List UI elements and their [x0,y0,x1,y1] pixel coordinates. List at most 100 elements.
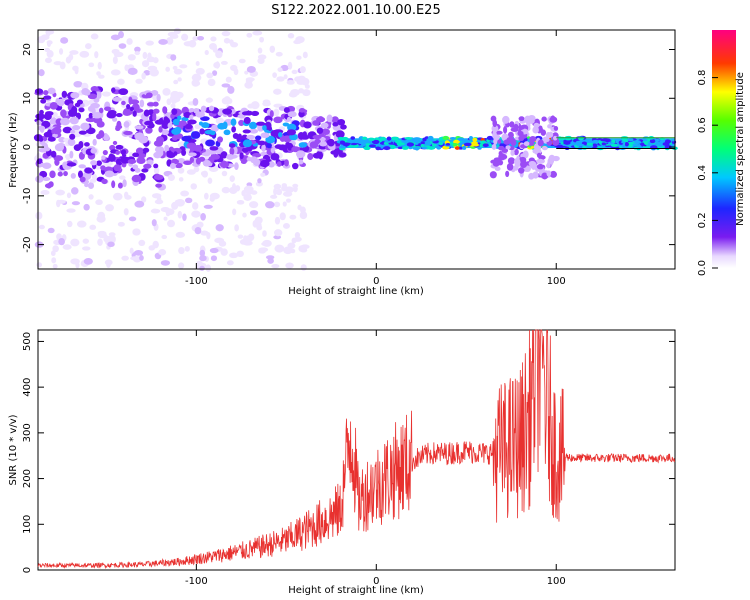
spectrogram-cell [479,140,487,145]
spectrogram-cell [117,78,125,85]
spectrogram-cell [128,216,137,222]
spectrogram-cell [108,232,116,237]
spectrogram-cell [88,194,94,200]
spectrogram-cell [85,43,92,50]
spectrogram-cell [55,189,66,196]
spectrogram-cell [127,54,136,61]
spectrogram-cell [270,129,279,138]
spectrogram-cell [129,106,135,112]
spectrogram-cell [238,58,246,64]
spectrogram-cell [624,142,629,147]
spectrogram-cell [518,125,525,130]
spectrogram-cell [246,32,253,38]
spectrogram-cell [438,141,444,146]
spectrogram-cell [231,126,237,133]
spectrogram-cell [194,226,202,235]
spectrogram-cell [363,146,371,151]
spectrogram-cell [66,162,77,167]
spectrogram-cell [129,99,140,105]
spectrogram-cell [229,147,235,156]
spectrogram-cell [177,210,183,219]
spectrogram-cell [112,140,118,146]
spectrogram-cell [199,128,205,135]
spectrogram-cell [208,105,215,112]
spectrogram-cell [141,60,150,68]
spectrogram-cell [47,227,55,234]
spectrogram-cell [249,210,259,216]
spectrogram-cell [186,169,196,175]
spectrogram-cell [143,163,152,169]
spectrogram-cell [422,137,427,142]
spectrogram-cell [319,137,326,142]
spectrogram-cell [60,37,69,44]
spectrogram-cell [58,48,64,55]
spectrogram-cell [209,247,219,254]
spectrogram-cell [445,143,451,146]
spectrogram-cell [115,113,123,118]
spectrogram-cell [39,109,44,115]
spectrogram-cell [230,118,237,127]
spectrogram-cell [79,50,90,58]
snr-frame [37,329,676,571]
spectrogram-cell [111,180,116,189]
spectrogram-cell [139,99,145,108]
spectrogram-cell [287,33,295,39]
spectrogram-cell [297,204,302,211]
spectrogram-cell [408,146,413,150]
spectrogram-x-label: Height of straight line (km) [288,286,424,297]
spectrogram-cell [203,192,209,200]
spectrogram-cell [69,50,79,55]
spectrogram-cell [246,182,253,187]
spectrogram-cell [287,61,293,70]
spectrogram-cell [272,72,277,78]
spectrogram-cell [316,127,324,134]
spectrogram-cell [153,151,162,159]
spectrogram-cell [144,120,154,126]
snr-y-tick-label: 500 [22,332,33,351]
snr-y-tick-label: 300 [22,423,33,442]
spectrogram-cell [167,122,173,129]
spectrogram-y-ticks: -20 -10 0 10 20 [22,43,675,253]
spectrogram-cell [332,121,339,127]
spectrogram-cell [78,107,85,113]
spectrogram-cell [109,144,116,151]
spectrogram-cell [226,260,234,266]
spectrogram-cell [644,140,649,146]
snr-y-tick-label: 400 [22,378,33,397]
spectrogram-cell [492,160,500,167]
spectrogram-frame [37,29,676,270]
spectrogram-cell [576,143,585,147]
spectrogram-cell [226,153,235,160]
spectrogram-cell [592,139,600,144]
spectrogram-cell [189,156,195,164]
spectrogram-cell [156,136,165,144]
spectrogram-cell [191,210,201,218]
spectrogram-cell [498,150,503,157]
spectrogram-cell [95,199,103,206]
spectrogram-cell [171,108,178,116]
spectrogram-cell [200,116,210,122]
spectrogram-cell [83,203,90,211]
spectrogram-cell [327,138,335,147]
spectrogram-cell [217,136,224,143]
spectrogram-cell [92,111,103,119]
spectrogram-cell [71,125,81,131]
spectrogram-y-label: Frequency (Hz) [8,112,19,188]
spectrogram-cell [326,114,333,123]
spectrogram-cell [312,152,322,159]
spectrogram-cell [532,126,539,134]
spectrogram-cell [266,142,272,149]
spectrogram-cell [177,77,182,82]
spectrogram-cell [502,115,510,124]
spectrogram-cell [284,159,289,167]
spectrogram-cell [192,202,199,210]
spectrogram-cell [275,51,283,57]
spectrogram-cell [169,162,176,170]
spectrogram-cell [219,160,230,168]
spectrogram-cell [178,262,185,269]
spectrogram-cell [242,129,251,134]
spectrogram-cell [36,158,42,165]
spectrogram-cell [319,140,328,147]
spectrogram-cell [507,157,515,165]
spectrogram-cell [67,138,76,146]
